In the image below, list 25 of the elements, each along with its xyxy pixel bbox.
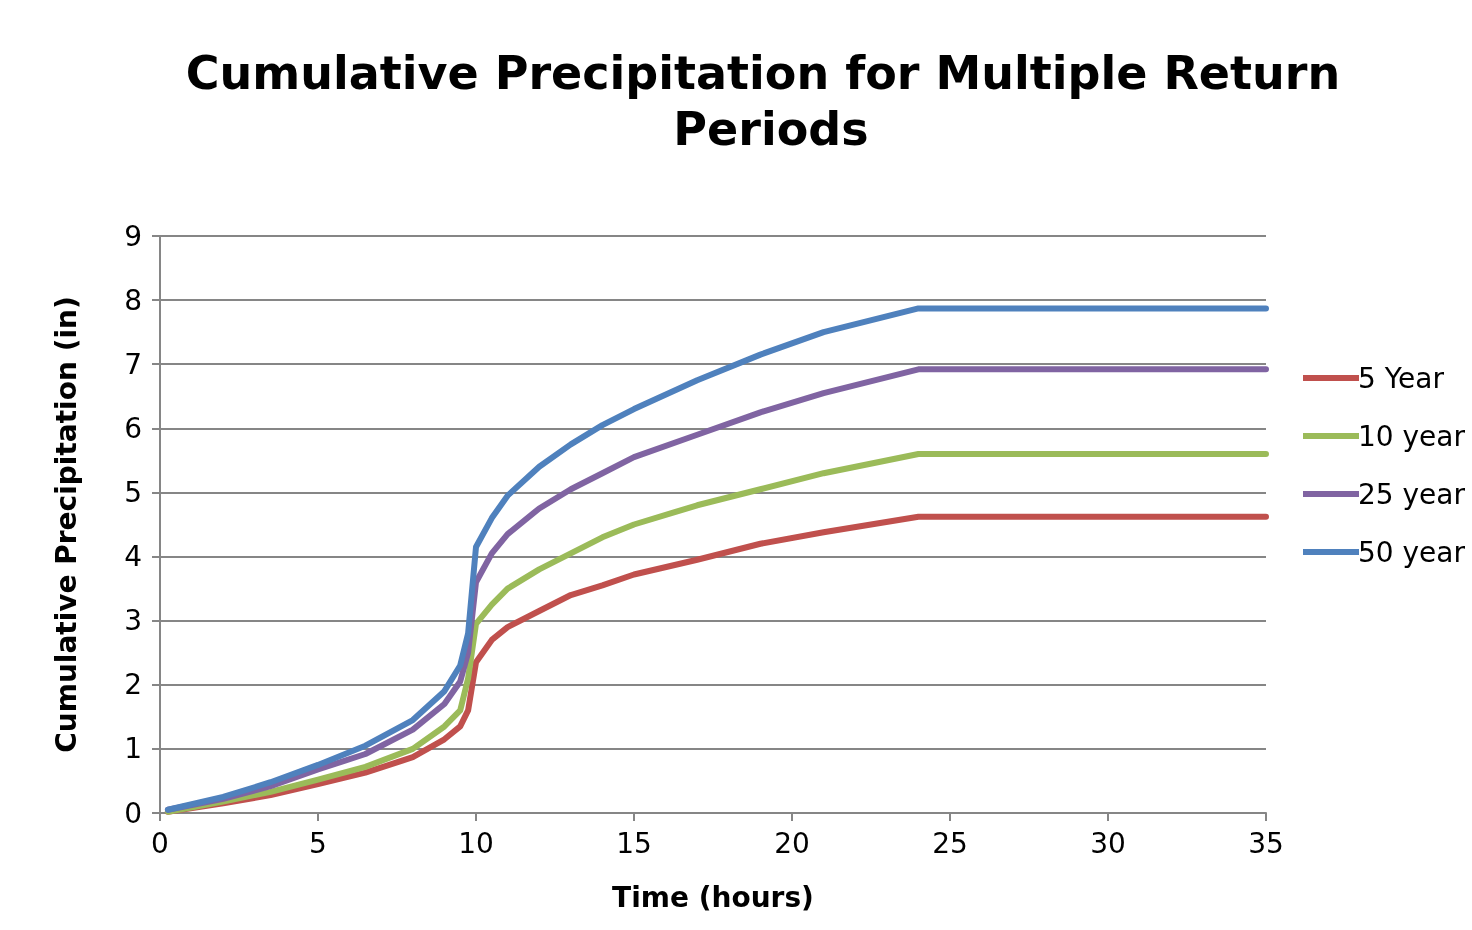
legend-label: 50 year: [1358, 535, 1466, 569]
y-axis-title: Cumulative Precipitation (in): [49, 296, 83, 753]
x-tick-label: 15: [616, 826, 652, 860]
x-tick-label: 20: [774, 826, 810, 860]
x-tick-label: 25: [932, 826, 968, 860]
y-tick-label: 9: [124, 219, 142, 253]
y-tick-label: 0: [124, 796, 142, 830]
legend-label: 25 year: [1358, 477, 1466, 511]
x-axis-title: Time (hours): [612, 880, 814, 914]
legend-label: 5 Year: [1358, 361, 1445, 395]
chart-title: Cumulative Precipitation for Multiple Return Periods: [185, 46, 1357, 156]
x-tick-label: 5: [309, 826, 327, 860]
y-tick-label: 4: [124, 540, 142, 574]
x-tick-label: 30: [1090, 826, 1126, 860]
y-tick-label: 1: [124, 732, 142, 766]
y-tick-label: 8: [124, 283, 142, 317]
x-tick-label: 35: [1248, 826, 1284, 860]
y-tick-label: 2: [124, 668, 142, 702]
y-tick-label: 6: [124, 411, 142, 445]
x-tick-label: 0: [151, 826, 169, 860]
y-tick-label: 5: [124, 475, 142, 509]
y-tick-label: 7: [124, 347, 142, 381]
y-tick-label: 3: [124, 604, 142, 638]
x-tick-label: 10: [458, 826, 494, 860]
legend-label: 10 year: [1358, 419, 1466, 453]
